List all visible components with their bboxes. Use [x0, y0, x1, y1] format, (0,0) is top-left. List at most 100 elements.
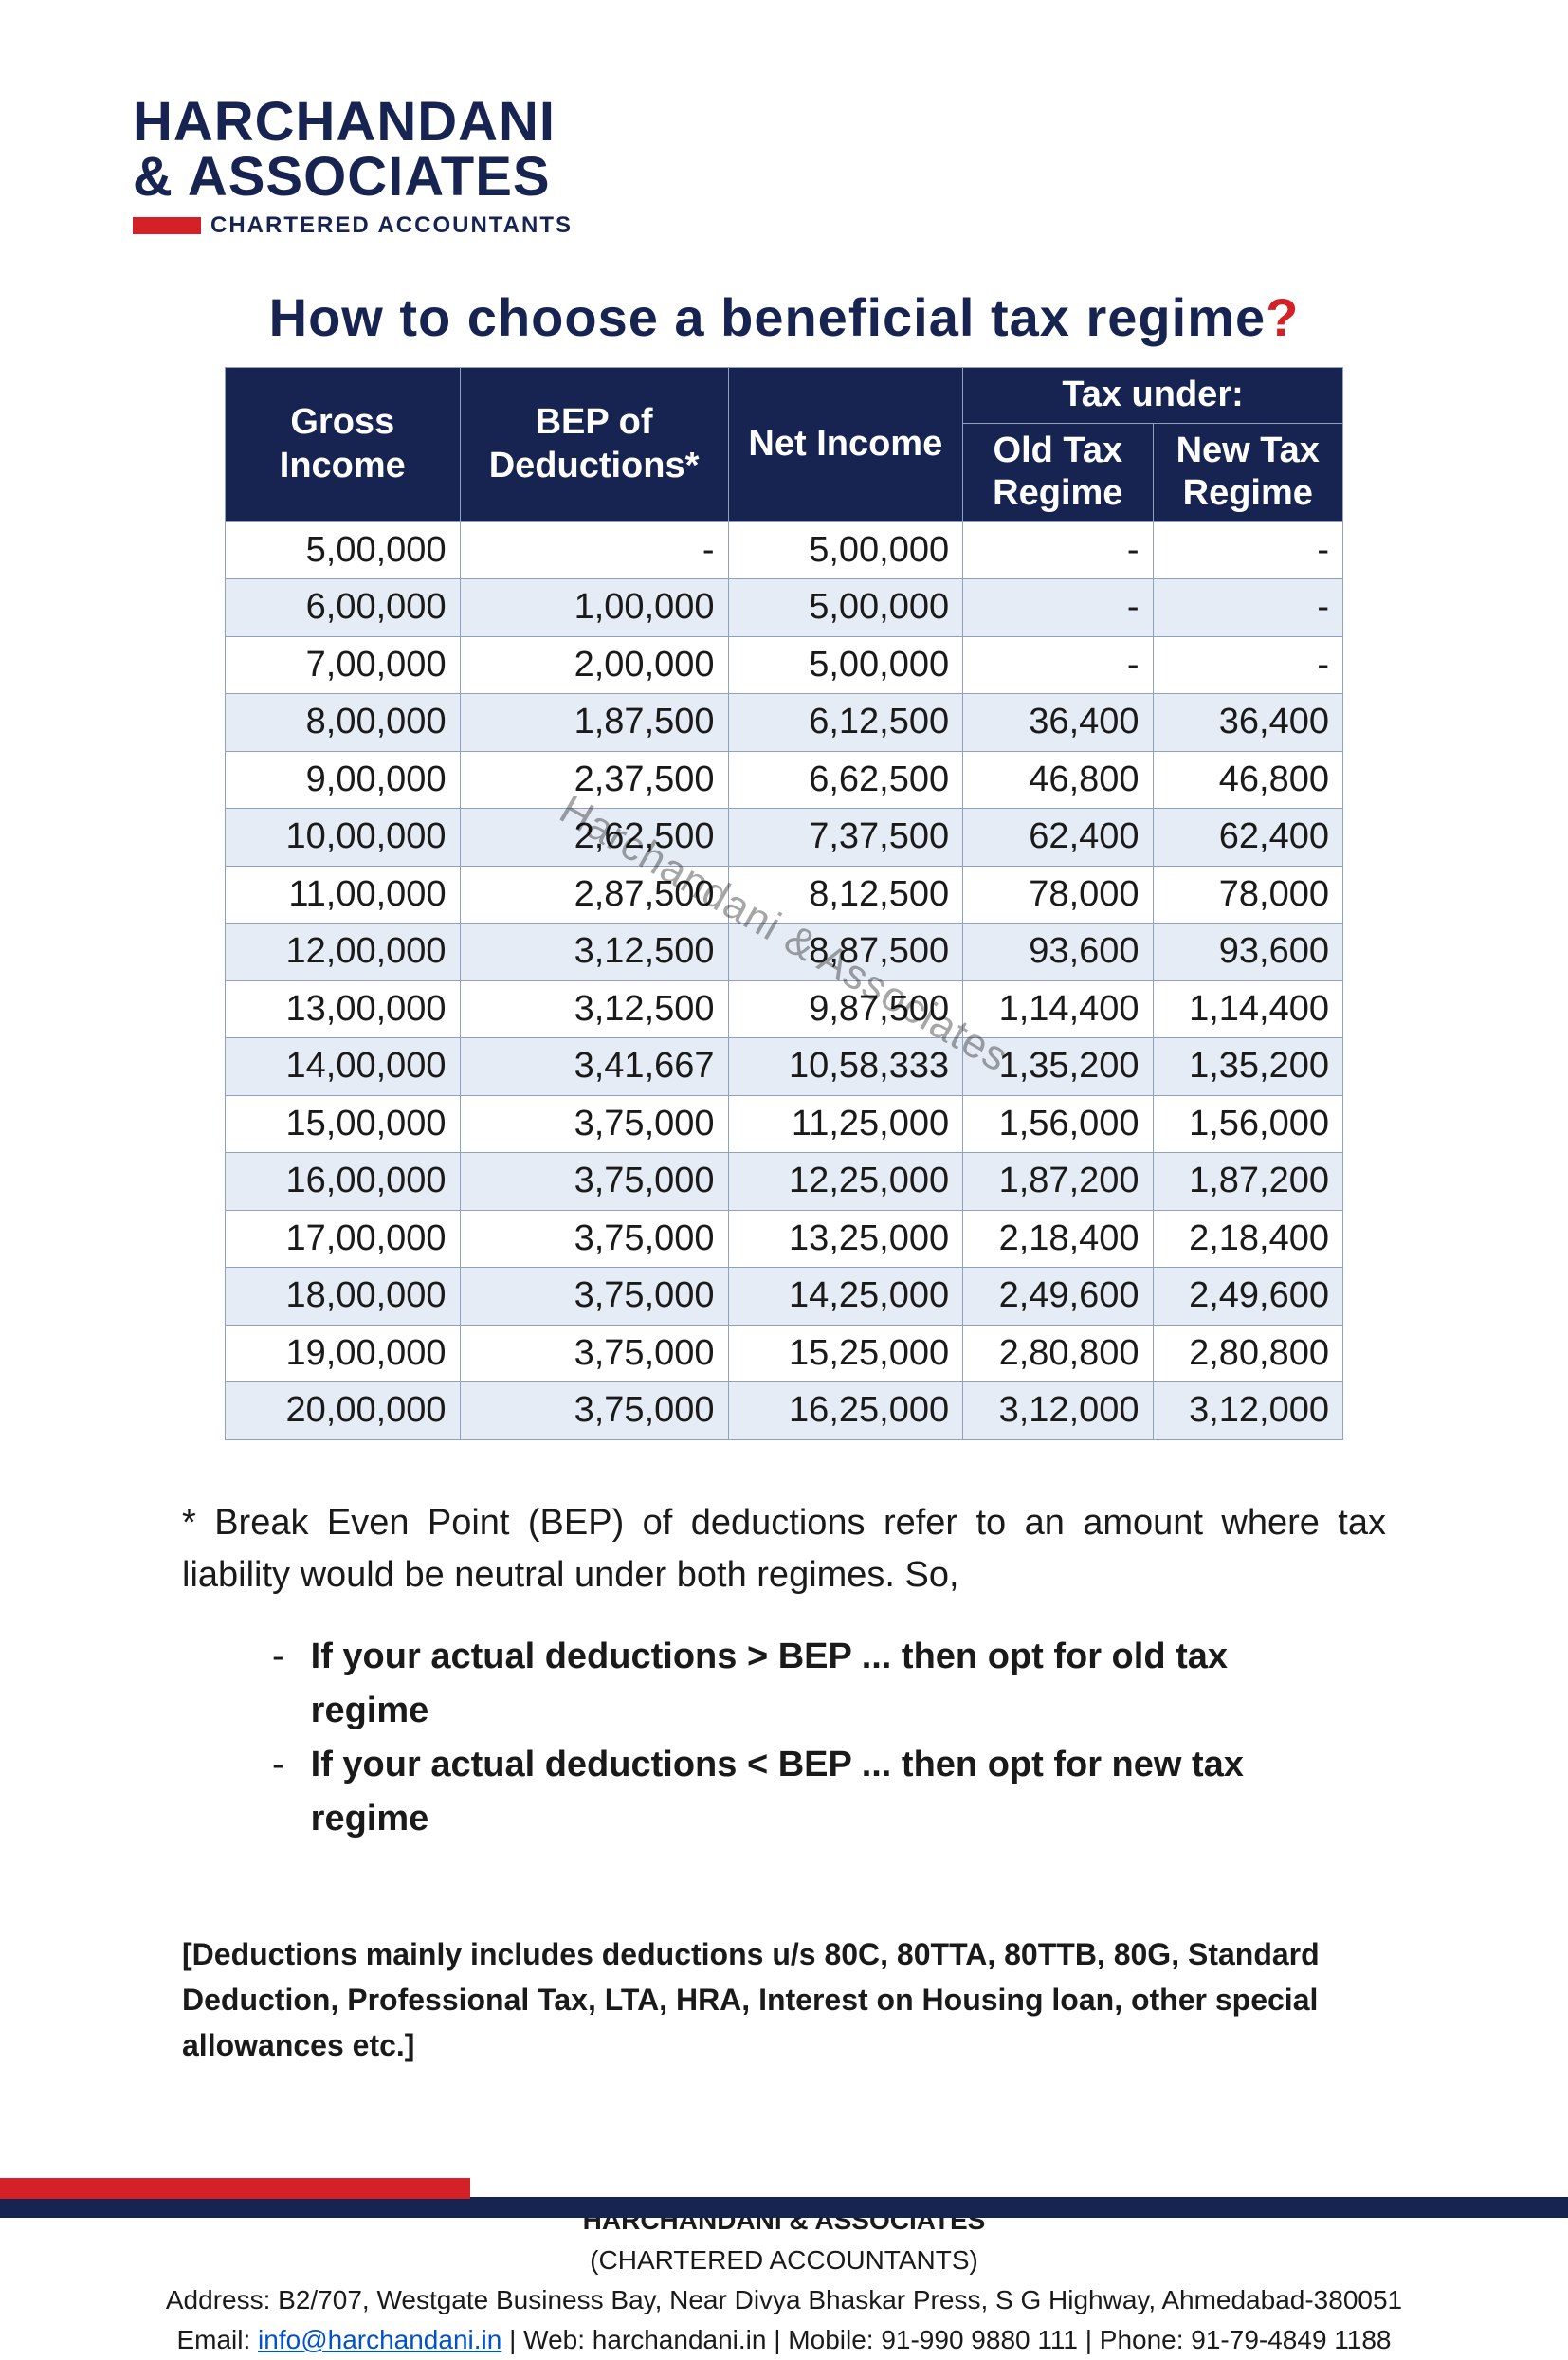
footer-rest: | Web: harchandani.in | Mobile: 91-990 9… [501, 2325, 1391, 2354]
cell-gross: 9,00,000 [226, 751, 461, 809]
th-bep: BEP of Deductions* [460, 368, 728, 522]
cell-gross: 20,00,000 [226, 1382, 461, 1440]
table-row: 6,00,0001,00,0005,00,000-- [226, 579, 1343, 637]
cell-new: 46,800 [1153, 751, 1342, 809]
cell-net: 10,58,333 [728, 1038, 963, 1096]
cell-bep: 3,75,000 [460, 1153, 728, 1211]
footer-email-link[interactable]: info@harchandani.in [258, 2325, 501, 2354]
cell-gross: 19,00,000 [226, 1325, 461, 1382]
cell-old: 36,400 [963, 694, 1153, 752]
table-row: 17,00,0003,75,00013,25,0002,18,4002,18,4… [226, 1210, 1343, 1268]
cell-new: 1,35,200 [1153, 1038, 1342, 1096]
cell-new: - [1153, 636, 1342, 694]
cell-bep: 3,75,000 [460, 1268, 728, 1326]
cell-net: 5,00,000 [728, 579, 963, 637]
cell-net: 12,25,000 [728, 1153, 963, 1211]
table-row: 12,00,0003,12,5008,87,50093,60093,600 [226, 924, 1343, 981]
table-row: 13,00,0003,12,5009,87,5001,14,4001,14,40… [226, 980, 1343, 1038]
bullet-dash-icon: - [272, 1630, 284, 1738]
cell-bep: 3,75,000 [460, 1325, 728, 1382]
cell-new: 2,80,800 [1153, 1325, 1342, 1382]
cell-gross: 15,00,000 [226, 1095, 461, 1153]
bep-note: * Break Even Point (BEP) of deductions r… [182, 1497, 1386, 1601]
cell-net: 5,00,000 [728, 521, 963, 579]
cell-old: 93,600 [963, 924, 1153, 981]
cell-old: 2,49,600 [963, 1268, 1153, 1326]
cell-bep: 3,12,500 [460, 924, 728, 981]
cell-new: 1,87,200 [1153, 1153, 1342, 1211]
cell-old: 2,80,800 [963, 1325, 1153, 1382]
cell-new: 36,400 [1153, 694, 1342, 752]
bottom-stripe-navy-icon [0, 2197, 1568, 2218]
logo-line2: & ASSOCIATES [133, 150, 1435, 205]
cell-old: - [963, 579, 1153, 637]
th-gross: Gross Income [226, 368, 461, 522]
cell-net: 7,37,500 [728, 809, 963, 867]
cell-bep: 3,75,000 [460, 1382, 728, 1440]
cell-new: - [1153, 579, 1342, 637]
footer-desc: (CHARTERED ACCOUNTANTS) [133, 2241, 1435, 2280]
cell-bep: 2,37,500 [460, 751, 728, 809]
cell-gross: 18,00,000 [226, 1268, 461, 1326]
cell-old: 3,12,000 [963, 1382, 1153, 1440]
cell-net: 5,00,000 [728, 636, 963, 694]
th-old: Old Tax Regime [963, 423, 1153, 521]
cell-net: 13,25,000 [728, 1210, 963, 1268]
cell-gross: 12,00,000 [226, 924, 461, 981]
cell-net: 14,25,000 [728, 1268, 963, 1326]
cell-net: 9,87,500 [728, 980, 963, 1038]
logo-block: HARCHANDANI & ASSOCIATES CHARTERED ACCOU… [133, 95, 1435, 239]
table-row: 5,00,000-5,00,000-- [226, 521, 1343, 579]
footer-contact: Email: info@harchandani.in | Web: harcha… [133, 2320, 1435, 2360]
table-row: 14,00,0003,41,66710,58,3331,35,2001,35,2… [226, 1038, 1343, 1096]
cell-old: 1,35,200 [963, 1038, 1153, 1096]
cell-bep: - [460, 521, 728, 579]
table-row: 20,00,0003,75,00016,25,0003,12,0003,12,0… [226, 1382, 1343, 1440]
cell-bep: 2,00,000 [460, 636, 728, 694]
cell-net: 8,12,500 [728, 866, 963, 924]
cell-gross: 8,00,000 [226, 694, 461, 752]
table-row: 7,00,0002,00,0005,00,000-- [226, 636, 1343, 694]
cell-new: 2,49,600 [1153, 1268, 1342, 1326]
table-row: 19,00,0003,75,00015,25,0002,80,8002,80,8… [226, 1325, 1343, 1382]
bullet-list: - If your actual deductions > BEP ... th… [225, 1630, 1343, 1846]
tax-table: Gross Income BEP of Deductions* Net Inco… [225, 367, 1343, 1440]
cell-net: 6,12,500 [728, 694, 963, 752]
cell-bep: 3,12,500 [460, 980, 728, 1038]
cell-gross: 17,00,000 [226, 1210, 461, 1268]
footer: HARCHANDANI & ASSOCIATES (CHARTERED ACCO… [133, 2201, 1435, 2360]
bullet-dash-icon: - [272, 1738, 284, 1846]
cell-net: 6,62,500 [728, 751, 963, 809]
cell-net: 8,87,500 [728, 924, 963, 981]
cell-bep: 1,00,000 [460, 579, 728, 637]
cell-new: 78,000 [1153, 866, 1342, 924]
th-net: Net Income [728, 368, 963, 522]
deductions-note: [Deductions mainly includes deductions u… [182, 1931, 1386, 2068]
footer-address: Address: B2/707, Westgate Business Bay, … [133, 2280, 1435, 2320]
cell-bep: 3,75,000 [460, 1095, 728, 1153]
cell-old: - [963, 636, 1153, 694]
cell-gross: 5,00,000 [226, 521, 461, 579]
table-row: 8,00,0001,87,5006,12,50036,40036,400 [226, 694, 1343, 752]
cell-bep: 3,41,667 [460, 1038, 728, 1096]
cell-bep: 1,87,500 [460, 694, 728, 752]
cell-gross: 16,00,000 [226, 1153, 461, 1211]
logo-sub: CHARTERED ACCOUNTANTS [210, 212, 573, 239]
cell-old: 78,000 [963, 866, 1153, 924]
cell-old: 1,14,400 [963, 980, 1153, 1038]
cell-bep: 2,87,500 [460, 866, 728, 924]
cell-old: 46,800 [963, 751, 1153, 809]
cell-gross: 11,00,000 [226, 866, 461, 924]
title-question-mark: ? [1266, 287, 1299, 347]
cell-new: 93,600 [1153, 924, 1342, 981]
bullet-2: If your actual deductions < BEP ... then… [311, 1738, 1343, 1846]
cell-net: 16,25,000 [728, 1382, 963, 1440]
cell-net: 15,25,000 [728, 1325, 963, 1382]
cell-new: 1,56,000 [1153, 1095, 1342, 1153]
cell-gross: 13,00,000 [226, 980, 461, 1038]
cell-new: 3,12,000 [1153, 1382, 1342, 1440]
cell-net: 11,25,000 [728, 1095, 963, 1153]
cell-bep: 2,62,500 [460, 809, 728, 867]
table-row: 10,00,0002,62,5007,37,50062,40062,400 [226, 809, 1343, 867]
cell-gross: 6,00,000 [226, 579, 461, 637]
